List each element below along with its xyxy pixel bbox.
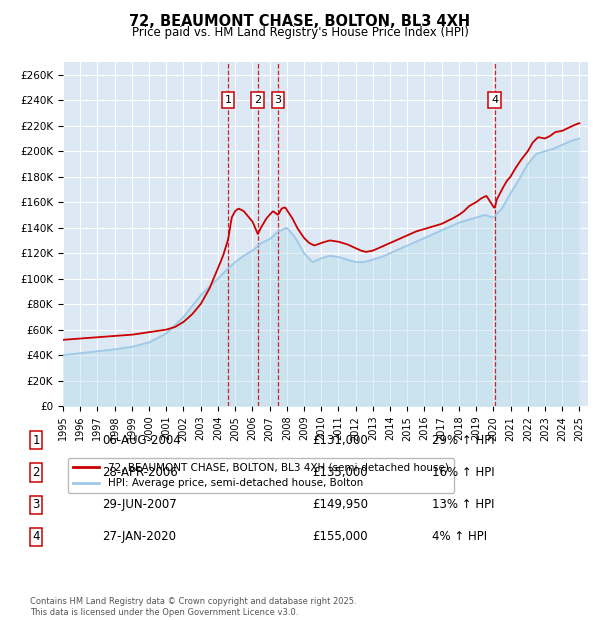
Text: 3: 3 <box>275 95 281 105</box>
Text: £155,000: £155,000 <box>312 531 368 543</box>
Text: £131,000: £131,000 <box>312 434 368 446</box>
Text: 72, BEAUMONT CHASE, BOLTON, BL3 4XH: 72, BEAUMONT CHASE, BOLTON, BL3 4XH <box>130 14 470 29</box>
Legend: 72, BEAUMONT CHASE, BOLTON, BL3 4XH (semi-detached house), HPI: Average price, s: 72, BEAUMONT CHASE, BOLTON, BL3 4XH (sem… <box>68 458 454 494</box>
Text: 4: 4 <box>491 95 498 105</box>
Text: 06-AUG-2004: 06-AUG-2004 <box>102 434 181 446</box>
Text: 29% ↑ HPI: 29% ↑ HPI <box>432 434 494 446</box>
Text: 13% ↑ HPI: 13% ↑ HPI <box>432 498 494 511</box>
Text: 28-APR-2006: 28-APR-2006 <box>102 466 178 479</box>
Text: 4: 4 <box>32 531 40 543</box>
Text: 2: 2 <box>254 95 262 105</box>
Text: 3: 3 <box>32 498 40 511</box>
Text: 2: 2 <box>32 466 40 479</box>
Text: £149,950: £149,950 <box>312 498 368 511</box>
Text: £135,000: £135,000 <box>312 466 368 479</box>
Text: 4% ↑ HPI: 4% ↑ HPI <box>432 531 487 543</box>
Text: 27-JAN-2020: 27-JAN-2020 <box>102 531 176 543</box>
Text: Price paid vs. HM Land Registry's House Price Index (HPI): Price paid vs. HM Land Registry's House … <box>131 26 469 39</box>
Text: 1: 1 <box>32 434 40 446</box>
Text: 16% ↑ HPI: 16% ↑ HPI <box>432 466 494 479</box>
Text: 29-JUN-2007: 29-JUN-2007 <box>102 498 177 511</box>
Text: 1: 1 <box>224 95 232 105</box>
Text: Contains HM Land Registry data © Crown copyright and database right 2025.
This d: Contains HM Land Registry data © Crown c… <box>30 598 356 617</box>
